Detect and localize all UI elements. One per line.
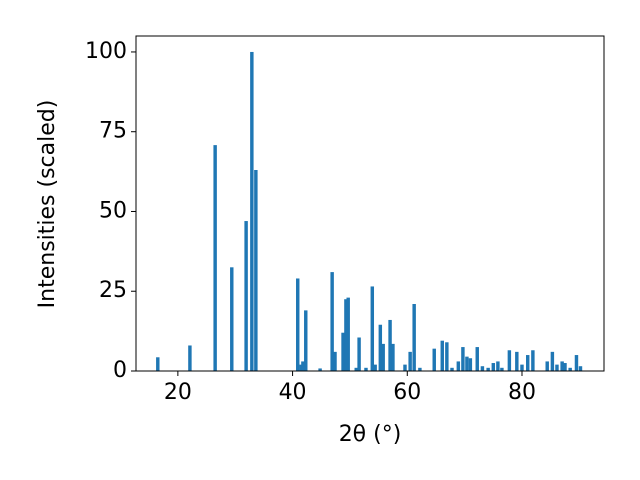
bar xyxy=(545,361,549,371)
plot-frame xyxy=(135,35,605,372)
bar xyxy=(500,367,504,371)
bar xyxy=(254,170,258,371)
bar xyxy=(531,350,535,371)
x-axis-label: 2θ (°) xyxy=(339,422,402,447)
bar xyxy=(496,361,500,371)
bar xyxy=(213,145,217,371)
x-tick-label: 20 xyxy=(164,380,192,405)
bar xyxy=(520,364,524,371)
bar xyxy=(391,343,395,371)
bar xyxy=(364,367,368,371)
bar xyxy=(475,347,479,371)
bar xyxy=(468,358,473,371)
bar xyxy=(354,367,358,371)
bar xyxy=(480,366,485,371)
bar xyxy=(486,367,490,371)
bar xyxy=(381,343,385,371)
bar xyxy=(296,278,300,371)
bar xyxy=(440,340,444,371)
bar xyxy=(461,347,465,371)
bar xyxy=(491,363,496,371)
bar xyxy=(370,286,375,371)
bar xyxy=(560,361,564,371)
bar xyxy=(515,351,519,371)
bar xyxy=(344,299,348,371)
x-tick-label: 80 xyxy=(508,380,536,405)
bar xyxy=(465,356,469,371)
bar xyxy=(456,361,461,371)
bar xyxy=(301,361,305,371)
bar xyxy=(244,221,248,371)
bar xyxy=(188,345,192,371)
bar xyxy=(450,367,454,371)
bar xyxy=(418,367,422,371)
y-tick-label: 100 xyxy=(85,39,127,64)
bar xyxy=(408,351,412,371)
bar xyxy=(578,366,583,371)
y-tick-label: 75 xyxy=(99,119,127,144)
bar xyxy=(318,368,322,371)
bar xyxy=(432,348,436,371)
bar xyxy=(550,351,555,371)
bar xyxy=(346,297,350,371)
x-tick-label: 60 xyxy=(393,380,421,405)
bar xyxy=(574,355,579,371)
bar xyxy=(299,364,303,371)
bar xyxy=(357,337,361,371)
y-tick-label: 25 xyxy=(99,278,127,303)
bar xyxy=(388,319,392,371)
bar xyxy=(403,364,407,371)
bar xyxy=(330,272,334,371)
bar xyxy=(507,350,512,371)
y-axis-label: Intensities (scaled) xyxy=(35,100,60,309)
bar xyxy=(156,357,160,371)
bar xyxy=(563,363,567,371)
bar xyxy=(250,51,254,371)
x-tick-label: 40 xyxy=(279,380,307,405)
bar xyxy=(304,310,308,371)
bar xyxy=(341,332,345,371)
bar xyxy=(373,364,377,371)
bar xyxy=(445,342,449,371)
bar xyxy=(333,351,337,371)
bar xyxy=(568,367,572,371)
bar xyxy=(230,267,234,371)
bar xyxy=(526,355,530,371)
bar xyxy=(555,364,559,371)
y-tick-label: 0 xyxy=(113,358,127,383)
y-tick-label: 50 xyxy=(99,198,127,223)
bar xyxy=(378,324,383,371)
bar xyxy=(412,304,416,371)
